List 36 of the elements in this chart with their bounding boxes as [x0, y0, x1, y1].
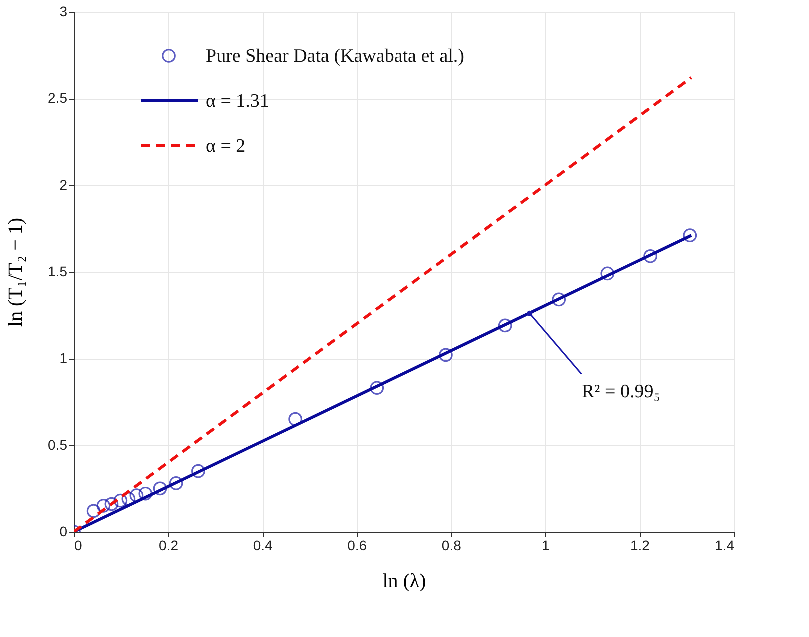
y-axis-title: ln (T₁/T₂ − 1) [5, 218, 28, 328]
y-tick-label: 1.5 [48, 264, 68, 280]
legend-label: Pure Shear Data (Kawabata et al.) [206, 46, 464, 67]
point [169, 476, 184, 490]
x-tick-label: 1 [542, 538, 550, 554]
y-tick-label: 0.5 [48, 436, 68, 453]
y-tick-label: 2.5 [48, 90, 68, 106]
point [96, 499, 111, 513]
x-tick-label: 0.6 [348, 538, 368, 554]
point [644, 249, 658, 264]
y-tick-label: 1 [60, 350, 68, 366]
legend-label: α = 1.31 [206, 91, 270, 112]
x-axis-title: ln (λ) [382, 570, 426, 592]
x-tick-label: 1.4 [715, 538, 735, 554]
point [498, 318, 512, 333]
point [683, 228, 698, 243]
point [114, 494, 128, 508]
x-tick-label: 0.2 [159, 538, 179, 554]
point [552, 292, 566, 307]
point [600, 266, 615, 281]
x-tick-label: 0.4 [253, 538, 274, 554]
x-tick-label: 0 [74, 538, 82, 554]
y-tick-label: 0 [60, 524, 68, 540]
point [86, 504, 101, 518]
point [370, 381, 384, 396]
point [439, 348, 453, 362]
annotation: R² = 0.99₅ [582, 382, 660, 403]
x-tick-label: 1.2 [630, 538, 650, 554]
point [192, 464, 206, 478]
point [104, 497, 119, 512]
y-tick-label: 3 [60, 4, 68, 20]
legend-label: α = 2 [206, 136, 246, 157]
x-tick-label: 0.8 [442, 538, 462, 554]
y-tick-label: 2 [60, 176, 68, 193]
point [138, 486, 153, 501]
point [153, 482, 168, 496]
